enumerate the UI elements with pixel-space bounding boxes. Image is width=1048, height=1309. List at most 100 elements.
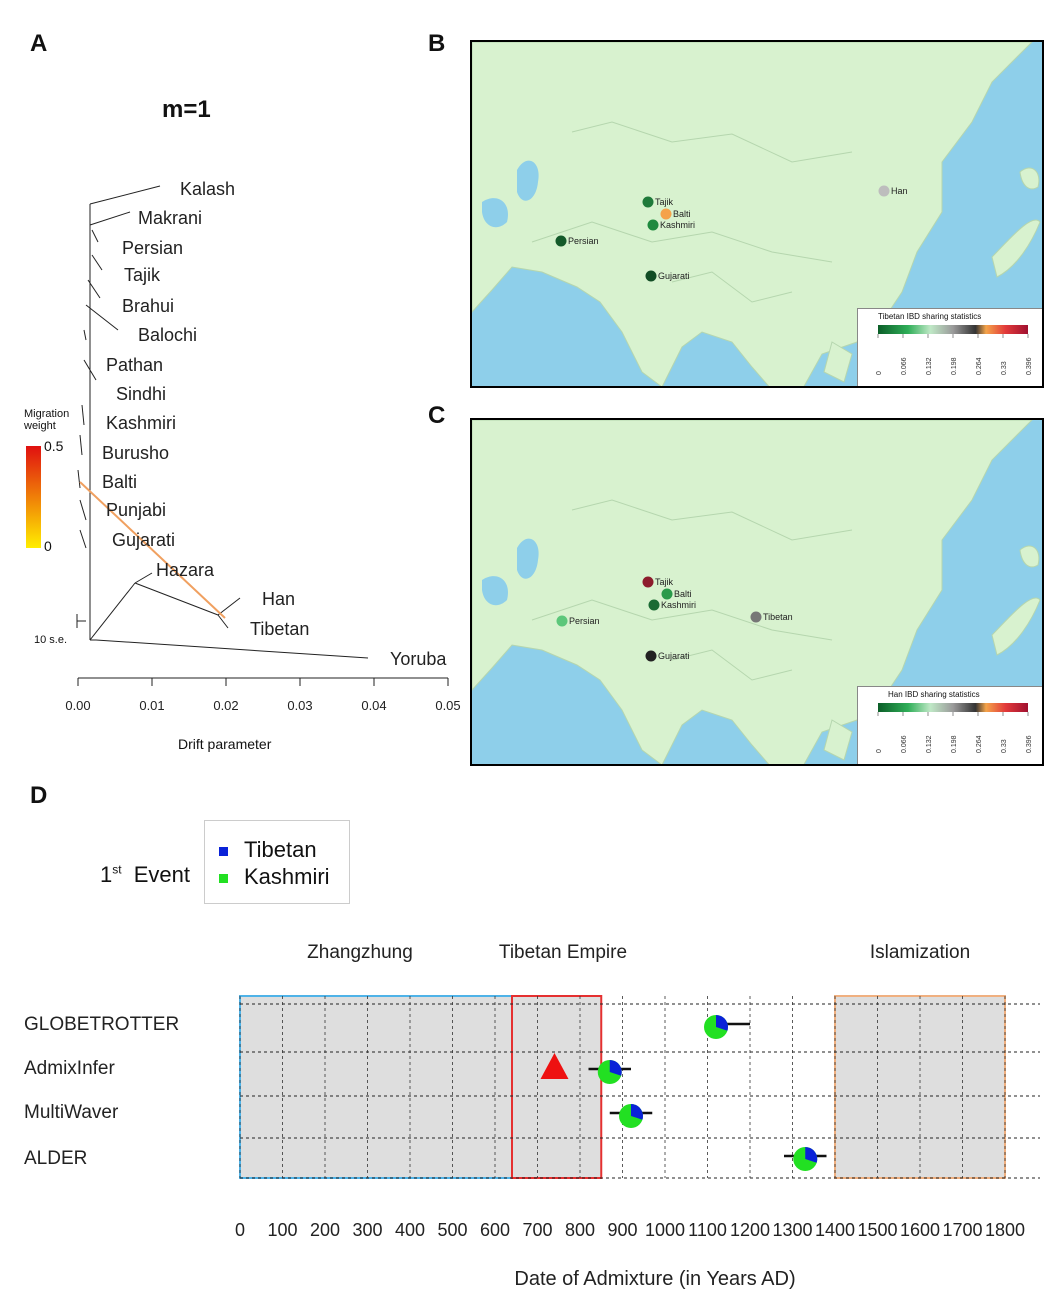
map-label-balti: Balti	[673, 209, 691, 219]
map-point-han	[878, 185, 890, 197]
population-label-punjabi: Punjabi	[106, 500, 166, 520]
legend-tick-0: 0	[876, 749, 883, 753]
tree-title: m=1	[162, 96, 211, 123]
pie-tibetan-globetrotter	[716, 1015, 728, 1031]
land-mass-b	[472, 42, 1041, 386]
legend-b: Tibetan IBD sharing statistics 0 0.066 0.1…	[857, 308, 1042, 386]
land-mass-c	[472, 420, 1041, 764]
x-tick-label-0: 0.00	[65, 698, 90, 713]
migration-scale-bar	[26, 446, 41, 548]
pie-tibetan-admixinfer	[609, 1060, 622, 1076]
period-label-islamization: Islamization	[870, 942, 970, 963]
legend-tick-4: 0.264	[976, 357, 983, 375]
x-axis-ticks: 0.00 0.01 0.02 0.03 0.04 0.05	[65, 678, 461, 713]
map-point-persian	[556, 615, 568, 627]
x-tick-label-5: 0.05	[435, 698, 460, 713]
event-word: Event	[133, 862, 190, 887]
population-label-pathan: Pathan	[106, 355, 163, 375]
population-label-balochi: Balochi	[138, 325, 197, 345]
year-tick-200: 200	[310, 1220, 340, 1240]
population-label-tajik: Tajik	[124, 265, 161, 285]
legend-tick-3: 0.198	[951, 735, 958, 753]
legend-b-title: Tibetan IBD sharing statistics	[878, 312, 982, 321]
migration-edge	[79, 481, 226, 619]
year-tick-1100: 1100	[688, 1220, 727, 1240]
legend-tick-0: 0	[876, 371, 883, 375]
legend-c: Han IBD sharing statistics 0 0.066 0.132 0.…	[857, 686, 1042, 764]
legend-tick-5: 0.33	[1001, 361, 1008, 375]
admixture-timeline: Zhangzhung Tibetan Empire Islamization GLO…	[24, 942, 1040, 1290]
legend-item-kashmiri: Kashmiri	[219, 864, 330, 890]
map-point-balti	[660, 208, 672, 220]
pie-tibetan-alder	[805, 1147, 818, 1163]
panel-label-d: D	[30, 782, 48, 809]
map-label-gujarati: Gujarati	[658, 651, 690, 661]
admixture-points	[540, 1015, 827, 1171]
migration-min-label: 0	[44, 538, 52, 554]
map-point-gujarati	[645, 270, 657, 282]
map-point-kashmiri	[648, 599, 660, 611]
treemix-tree: 0.00 0.01 0.02 0.03 0.04 0.05 Kalash Makrani Pe…	[26, 179, 461, 713]
map-label-kashmiri: Kashmiri	[660, 220, 695, 230]
year-tick-1700: 1700	[942, 1220, 982, 1240]
legend-tick-6: 0.396	[1026, 357, 1033, 375]
legend-swatch-tibetan	[219, 846, 228, 856]
map-label-balti: Balti	[674, 589, 692, 599]
pie-tibetan-multiwaver	[631, 1104, 643, 1120]
legend-d: Tibetan Kashmiri	[204, 820, 350, 904]
legend-c-scale: 0 0.066 0.132 0.198 0.264 0.33 0.396	[876, 703, 1033, 753]
map-label-persian: Persian	[568, 236, 599, 246]
legend-tick-6: 0.396	[1026, 735, 1033, 753]
method-label-globetrotter: GLOBETROTTER	[24, 1014, 179, 1035]
x-tick-label-3: 0.03	[287, 698, 312, 713]
event-number: 1	[100, 862, 113, 887]
period-box-zhangzhung	[239, 995, 513, 1179]
legend-tick-2: 0.132	[926, 735, 933, 753]
year-tick-1800: 1800	[985, 1220, 1025, 1240]
legend-tick-4: 0.264	[976, 735, 983, 753]
event-superscript: st	[112, 862, 122, 877]
period-label-zhangzhung: Zhangzhung	[307, 942, 413, 963]
migration-label-line1: Migration	[24, 408, 70, 420]
method-labels: GLOBETROTTER AdmixInfer MultiWaver ALDER	[24, 1014, 179, 1169]
timeline-x-label: Date of Admixture (in Years AD)	[514, 1268, 795, 1290]
year-tick-800: 800	[565, 1220, 595, 1240]
year-tick-1400: 1400	[815, 1220, 855, 1240]
population-label-gujarati: Gujarati	[112, 530, 175, 550]
map-point-gujarati	[645, 650, 657, 662]
legend-label-tibetan: Tibetan	[244, 837, 317, 862]
population-label-balti: Balti	[102, 472, 137, 492]
migration-max-label: 0.5	[44, 438, 64, 454]
year-tick-400: 400	[395, 1220, 425, 1240]
map-point-balti	[661, 588, 673, 600]
year-tick-300: 300	[352, 1220, 382, 1240]
map-point-tajik	[642, 576, 654, 588]
migration-label-line2: weight	[24, 420, 56, 432]
population-labels: Kalash Makrani Persian Tajik Brahui Balochi Pa…	[102, 179, 447, 669]
population-label-kashmiri: Kashmiri	[106, 413, 176, 433]
year-tick-600: 600	[480, 1220, 510, 1240]
legend-tick-5: 0.33	[1001, 739, 1008, 753]
map-label-gujarati: Gujarati	[658, 271, 690, 281]
map-point-persian	[555, 235, 567, 247]
map-point-tajik	[642, 196, 654, 208]
triangle-marker	[540, 1053, 569, 1079]
population-label-makrani: Makrani	[138, 208, 202, 228]
year-tick-1600: 1600	[900, 1220, 940, 1240]
legend-item-tibetan: Tibetan	[219, 837, 317, 863]
tree-branches	[77, 185, 369, 659]
x-tick-label-1: 0.01	[139, 698, 164, 713]
panel-label-c: C	[428, 402, 446, 429]
year-tick-1000: 1000	[645, 1220, 685, 1240]
map-label-tibetan: Tibetan	[763, 612, 793, 622]
year-tick-100: 100	[267, 1220, 297, 1240]
map-b: Tajik Balti Kashmiri Persian Gujarati Han Tib…	[470, 40, 1044, 388]
map-point-kashmiri	[647, 219, 659, 231]
year-ticks: 0 100 200 300 400 500 600 700 800 900 1000 1100 1200…	[235, 1220, 1025, 1240]
period-box-tibetan-empire	[511, 995, 603, 1179]
drift-axis-label: Drift parameter	[178, 736, 272, 752]
